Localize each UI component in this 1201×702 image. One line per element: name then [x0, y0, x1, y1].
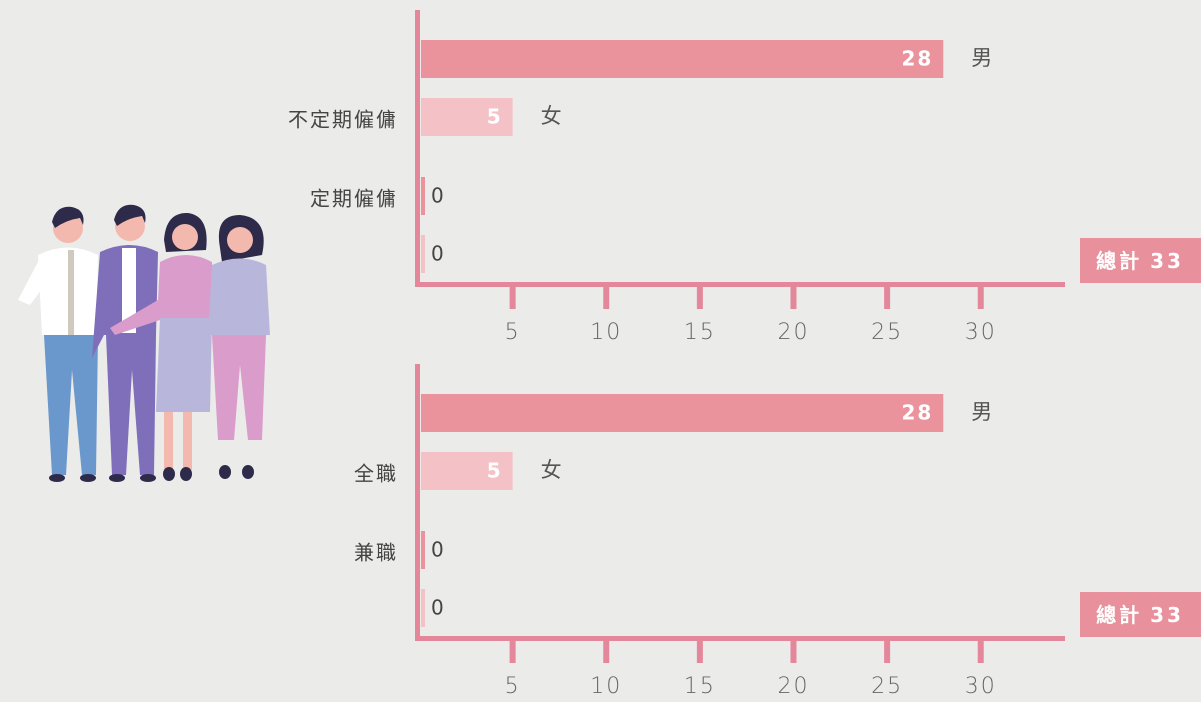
total-badge: [1080, 592, 1201, 637]
people-illustration: [18, 204, 270, 482]
total-badge: [1080, 238, 1201, 283]
tick-mark: [977, 639, 984, 663]
value-label: 28: [901, 401, 933, 425]
x-axis: [415, 282, 1065, 287]
value-label: 0: [431, 242, 444, 266]
tick-mark: [509, 285, 516, 309]
bar: [421, 235, 425, 273]
tick-mark: [603, 285, 610, 309]
legend-label: 男: [971, 46, 992, 70]
total-value: 33: [1150, 249, 1184, 273]
bar: [421, 177, 425, 215]
x-tick-label: 20: [777, 320, 809, 345]
bar: [421, 452, 513, 490]
y-axis: [415, 10, 420, 285]
legend-label: 男: [971, 400, 992, 424]
category-label: 定期僱傭: [310, 187, 398, 211]
value-label: 5: [487, 459, 503, 483]
category-label: 全職: [354, 462, 398, 486]
legend-label: 女: [541, 458, 562, 482]
bar: [421, 394, 944, 432]
x-tick-label: 30: [965, 320, 997, 345]
tick-mark: [884, 285, 891, 309]
tick-mark: [884, 639, 891, 663]
tick-mark: [696, 285, 703, 309]
tick-mark: [977, 285, 984, 309]
total-label: 總計: [1096, 249, 1142, 273]
value-label: 0: [431, 184, 444, 208]
bar: [421, 531, 425, 569]
y-axis: [415, 364, 420, 639]
x-tick-label: 10: [590, 320, 622, 345]
x-tick-label: 5: [505, 320, 521, 345]
value-label: 28: [901, 47, 933, 71]
x-tick-label: 30: [965, 674, 997, 699]
category-label: 不定期僱傭: [288, 108, 398, 132]
category-label: 兼職: [354, 541, 398, 565]
value-label: 0: [431, 596, 444, 620]
tick-mark: [790, 639, 797, 663]
bar: [421, 40, 944, 78]
x-tick-label: 15: [684, 674, 716, 699]
total-label: 總計: [1096, 603, 1142, 627]
total-text: 總計 33: [1096, 603, 1184, 627]
tick-mark: [509, 639, 516, 663]
tick-mark: [790, 285, 797, 309]
x-tick-label: 10: [590, 674, 622, 699]
value-label: 0: [431, 538, 444, 562]
bar: [421, 98, 513, 136]
x-tick-label: 25: [871, 320, 903, 345]
x-axis: [415, 636, 1065, 641]
total-text: 總計 33: [1096, 249, 1184, 273]
total-value: 33: [1150, 603, 1184, 627]
tick-mark: [696, 639, 703, 663]
tick-mark: [603, 639, 610, 663]
bar: [421, 589, 425, 627]
x-tick-label: 25: [871, 674, 903, 699]
x-tick-label: 15: [684, 320, 716, 345]
x-tick-label: 5: [505, 674, 521, 699]
value-label: 5: [487, 105, 503, 129]
legend-label: 女: [541, 104, 562, 128]
x-tick-label: 20: [777, 674, 809, 699]
